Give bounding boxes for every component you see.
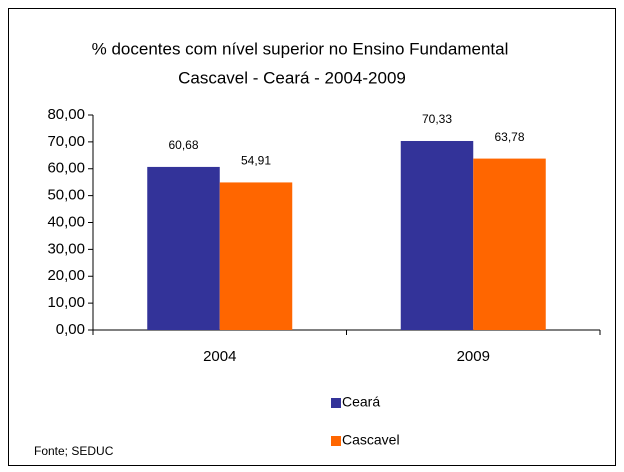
chart-title: % docentes com nível superior no Ensino … bbox=[92, 39, 509, 58]
y-tick-label: 40,00 bbox=[47, 213, 85, 230]
y-tick-label: 60,00 bbox=[47, 160, 85, 177]
value-label: 54,91 bbox=[241, 154, 271, 168]
legend-swatch bbox=[331, 398, 341, 408]
bar bbox=[219, 182, 293, 330]
y-tick-label: 20,00 bbox=[47, 267, 85, 284]
bar bbox=[400, 140, 474, 330]
legend-label: Cascavel bbox=[342, 432, 400, 448]
legend-swatch bbox=[331, 436, 341, 446]
x-tick-label: 2009 bbox=[457, 348, 490, 365]
y-tick-label: 70,00 bbox=[47, 133, 85, 150]
legend-label: Ceará bbox=[342, 394, 380, 410]
y-tick-label: 10,00 bbox=[47, 294, 85, 311]
y-tick-label: 0,00 bbox=[56, 321, 85, 338]
x-tick-label: 2004 bbox=[203, 348, 236, 365]
y-tick-label: 50,00 bbox=[47, 187, 85, 204]
bar bbox=[473, 158, 546, 330]
bar bbox=[147, 166, 220, 330]
chart-subtitle: Cascavel - Ceará - 2004-2009 bbox=[178, 68, 406, 87]
y-tick-label: 30,00 bbox=[47, 240, 85, 257]
source: Fonte; SEDUC bbox=[34, 444, 114, 458]
y-tick-label: 80,00 bbox=[47, 106, 85, 123]
value-label: 70,33 bbox=[422, 112, 452, 126]
value-label: 60,68 bbox=[168, 138, 198, 152]
value-label: 63,78 bbox=[494, 130, 524, 144]
